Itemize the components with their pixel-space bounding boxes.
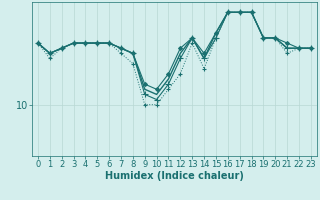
X-axis label: Humidex (Indice chaleur): Humidex (Indice chaleur) xyxy=(105,171,244,181)
